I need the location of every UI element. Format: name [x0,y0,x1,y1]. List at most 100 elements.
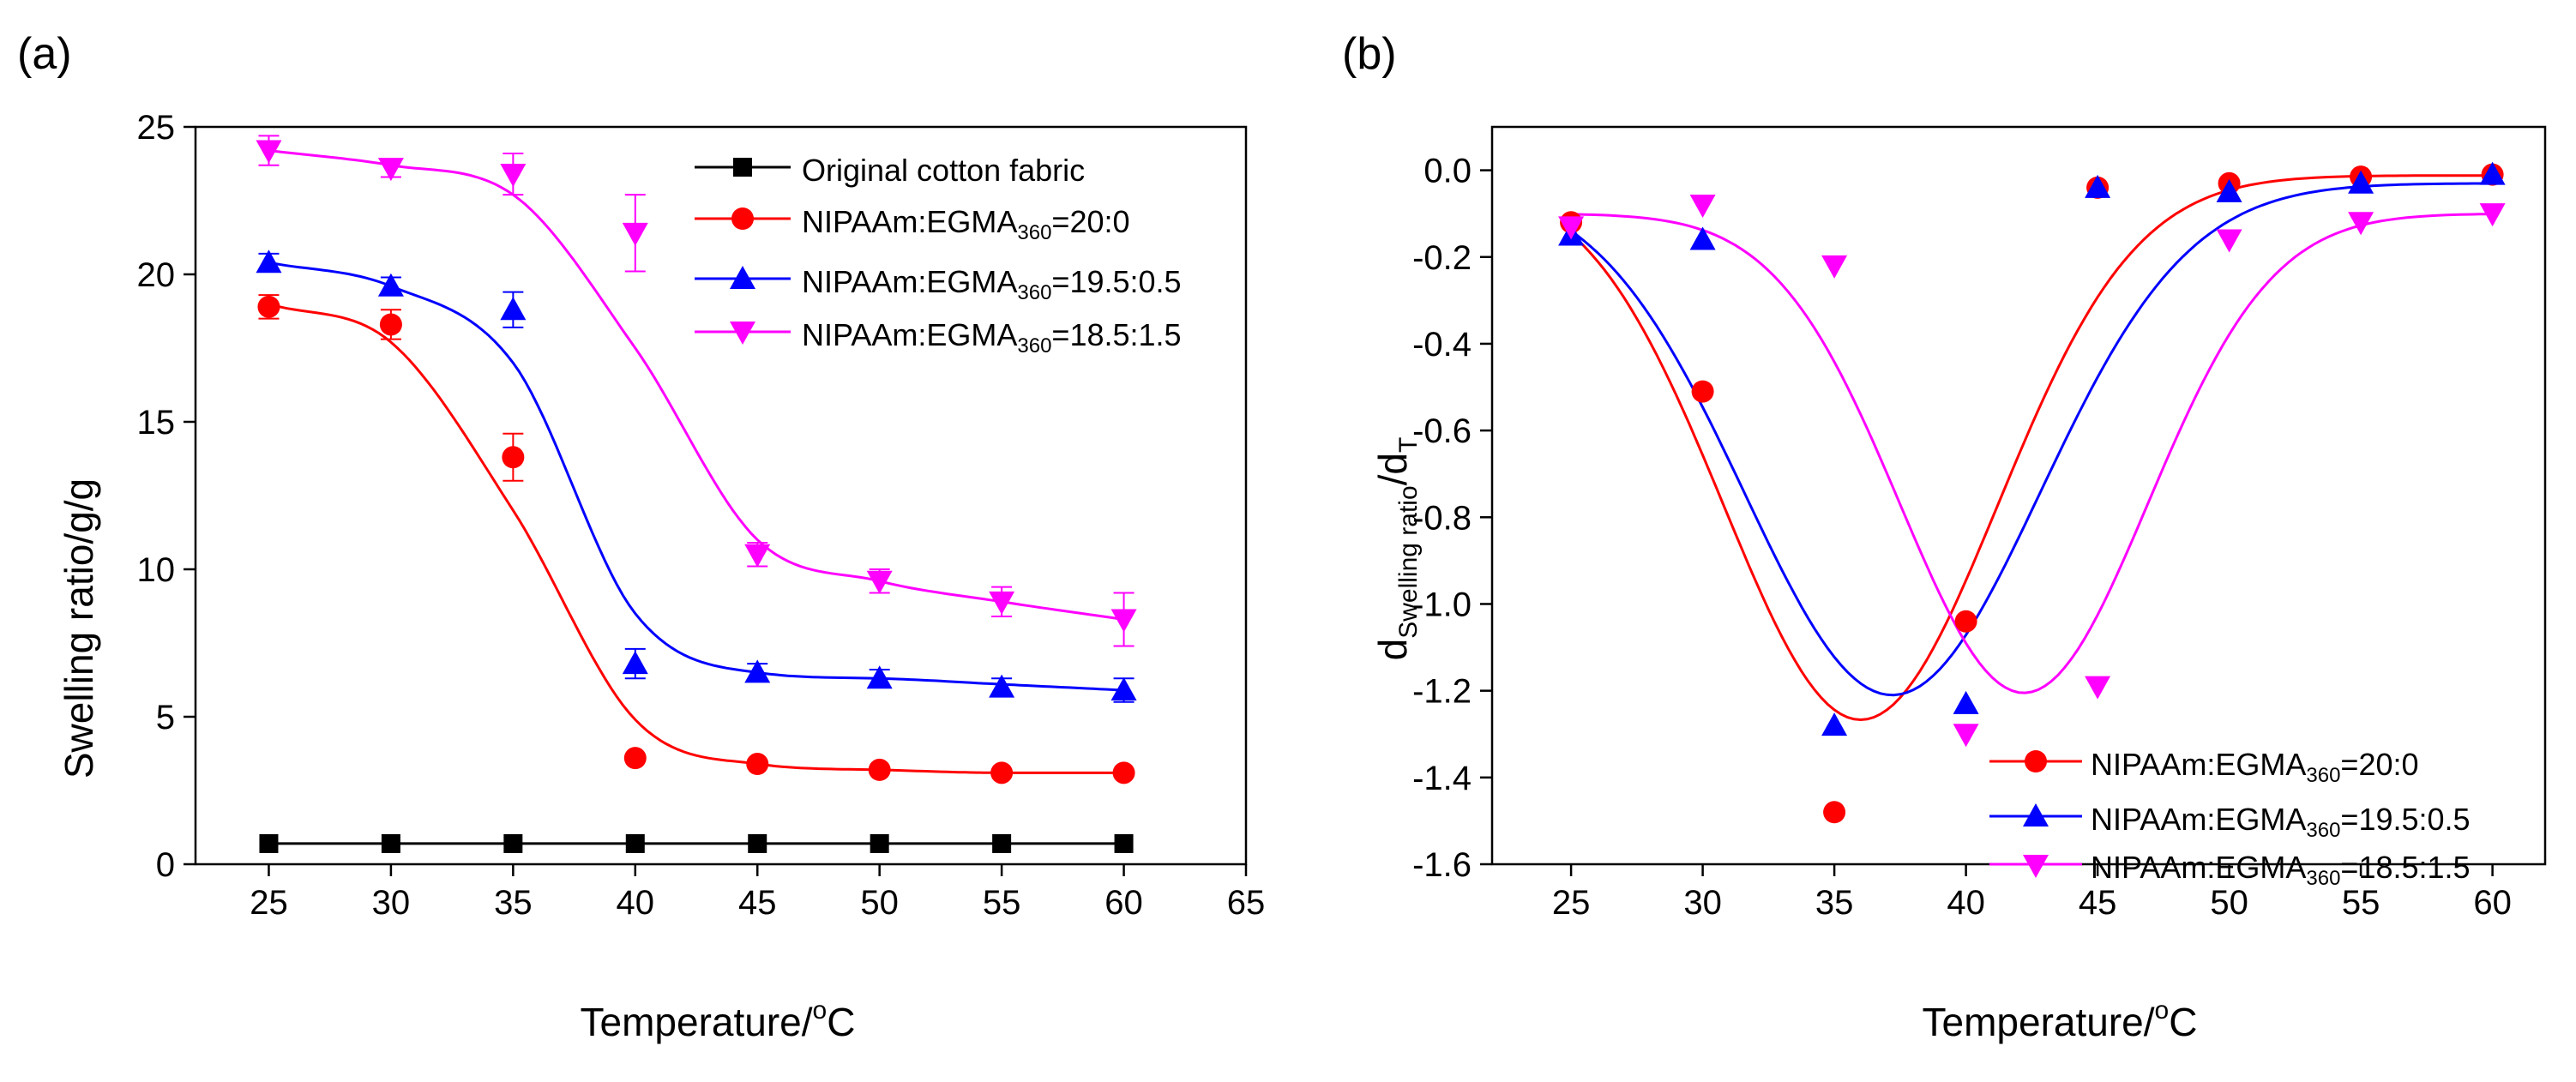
legend-label-sub: 360 [2306,764,2340,787]
legend-label-tail: =19.5:0.5 [1051,264,1181,299]
data-point-triangle-up [1689,226,1716,250]
panel-a-legend-item: NIPAAm:EGMA360=20:0 [695,204,1130,244]
legend-label-sub: 360 [1017,334,1051,358]
data-point-square [1114,833,1134,853]
x-tick-label: 65 [1227,884,1266,922]
data-point-circle [1691,380,1714,403]
fit-curve [268,149,1124,621]
data-point-triangle-down [744,544,771,568]
panel-a-data-points [256,140,1137,853]
legend-label-main: NIPAAm:EGMA [802,317,1017,352]
y-tick-label: -0.6 [1412,412,1472,450]
x-tick-label: 45 [738,884,777,922]
y-tick-label: -0.4 [1412,326,1472,364]
y-tick-label: 20 [137,256,176,294]
data-point-triangle-down [866,570,893,594]
data-point-triangle-down [256,140,282,164]
panel-b-xlabel-sup: o [2155,996,2170,1025]
panel-a-xlabel-unit: C [827,1000,855,1044]
data-point-triangle-up [744,659,771,683]
legend-label-tail: =18.5:1.5 [1051,317,1181,352]
y-tick-label: 15 [137,404,176,442]
panel-a-xlabel: Temperature/oC [581,996,856,1044]
data-point-triangle-up [2479,161,2506,185]
data-point-square [259,833,279,853]
data-point-square [503,833,523,853]
legend-label-main: NIPAAm:EGMA [2091,747,2306,782]
data-point-circle [868,758,891,781]
x-tick-label: 55 [983,884,1021,922]
data-point-triangle-down [1689,195,1716,219]
fit-curve [268,261,1124,692]
y-tick-label: 5 [156,699,175,736]
data-point-circle [746,753,769,776]
data-point-square [748,833,767,853]
legend-label-main: NIPAAm:EGMA [2091,802,2306,837]
legend-label-tail: =20:0 [2340,747,2418,782]
x-tick-label: 50 [860,884,899,922]
data-point-triangle-down [377,158,404,182]
square-marker [733,158,752,177]
panel-a-plot-frame [194,125,1248,866]
legend-label: NIPAAm:EGMA360=18.5:1.5 [802,317,1182,358]
panel-b-xlabel-text: Temperature/ [1923,1000,2155,1044]
y-tick-label: 0.0 [1423,153,1472,190]
triangle-up-marker [2023,803,2049,827]
legend-label-sub: 360 [2306,867,2340,890]
panel-b-ylabel-mid: /d [1370,453,1415,485]
fit-curve [1570,182,2493,697]
circle-marker [2025,750,2047,772]
x-tick-label: 60 [2473,884,2512,922]
data-point-triangle-up [989,674,1015,698]
x-tick-label: 25 [1552,884,1591,922]
x-tick-label: 30 [1683,884,1722,922]
data-point-triangle-down [2479,203,2506,227]
data-point-circle [379,313,402,336]
data-point-circle [1823,801,1846,824]
panel-a-legend-item: Original cotton fabric [695,153,1085,188]
panel-a-legend-item: NIPAAm:EGMA360=18.5:1.5 [695,317,1182,358]
panel-b-legend-item: NIPAAm:EGMA360=20:0 [1989,747,2419,787]
fit-curve [1571,213,2493,694]
data-point-triangle-down [2216,229,2242,253]
data-point-triangle-up [500,297,527,321]
legend-label-sub: 360 [1017,281,1051,304]
panel-b-data-points [1558,161,2506,824]
legend-label: Original cotton fabric [802,153,1085,188]
legend-label-main: NIPAAm:EGMA [802,264,1017,299]
y-tick-label: 10 [137,551,176,589]
data-point-triangle-down [2085,676,2111,700]
legend-label: NIPAAm:EGMA360=18.5:1.5 [2091,850,2471,890]
data-point-triangle-up [1953,690,1979,714]
panel-b-xlabel-unit: C [2169,1000,2197,1044]
x-tick-label: 25 [250,884,288,922]
panel-b-fit-curves [1570,174,2493,722]
panel-a-xlabel-text: Temperature/ [581,1000,813,1044]
data-point-square [992,833,1012,853]
panel-a-label: (a) [17,29,72,79]
data-point-triangle-down [1821,255,1848,279]
data-point-triangle-down [989,591,1015,615]
panel-a-xlabel-sup: o [813,996,828,1025]
data-point-triangle-up [2085,174,2111,198]
legend-label-tail: =19.5:0.5 [2340,802,2470,837]
legend-label: NIPAAm:EGMA360=20:0 [802,204,1130,244]
y-tick-label: 0 [156,846,175,884]
data-point-square [870,833,889,853]
x-tick-label: 40 [617,884,655,922]
legend-label: NIPAAm:EGMA360=19.5:0.5 [2091,802,2471,842]
panel-b-xlabel: Temperature/oC [1923,996,2198,1044]
x-tick-label: 35 [1815,884,1854,922]
data-point-triangle-up [2216,178,2242,202]
panel-b-ylabel-sub: Swelling ratio [1394,485,1423,638]
panel-a: (a) Swelling ratio/g/g Temperature/oC 25… [17,29,1265,1044]
legend-label-main: NIPAAm:EGMA [802,204,1017,239]
legend-label-tail: =18.5:1.5 [2340,850,2470,885]
y-tick-label: -0.2 [1412,239,1472,277]
data-point-triangle-down [1558,216,1585,240]
x-tick-label: 55 [2342,884,2380,922]
legend-label-main: Original cotton fabric [802,153,1085,188]
x-tick-label: 50 [2210,884,2248,922]
data-point-circle [1112,761,1135,784]
